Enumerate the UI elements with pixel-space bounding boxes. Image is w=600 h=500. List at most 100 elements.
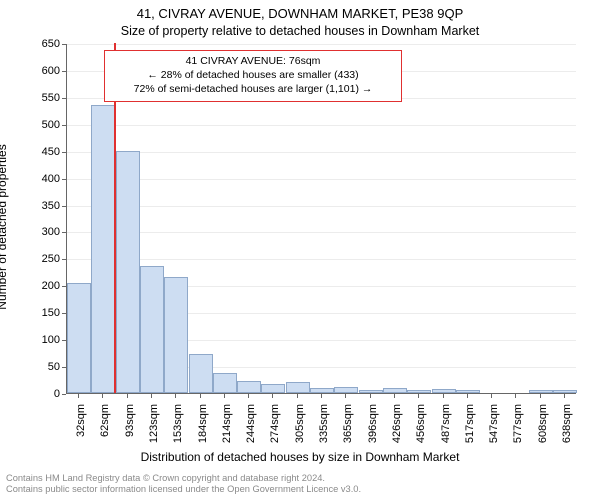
histogram-bar (334, 387, 358, 393)
y-tick-label: 600 (20, 65, 60, 77)
x-tick-mark (78, 394, 79, 398)
x-tick-mark (321, 394, 322, 398)
x-tick-label: 62sqm (99, 404, 111, 464)
y-tick-mark (62, 206, 66, 207)
x-tick-mark (540, 394, 541, 398)
y-tick-label: 300 (20, 226, 60, 238)
gridline (67, 232, 576, 233)
gridline (67, 44, 576, 45)
x-tick-label: 365sqm (342, 404, 354, 464)
histogram-bar (261, 384, 285, 393)
histogram-bar (432, 389, 456, 393)
x-tick-mark (467, 394, 468, 398)
x-tick-mark (515, 394, 516, 398)
gridline (67, 206, 576, 207)
annotation-line: 41 CIVRAY AVENUE: 76sqm (111, 54, 395, 68)
y-tick-label: 550 (20, 92, 60, 104)
x-tick-label: 305sqm (294, 404, 306, 464)
x-tick-mark (200, 394, 201, 398)
y-tick-label: 650 (20, 38, 60, 50)
x-tick-label: 426sqm (391, 404, 403, 464)
y-tick-mark (62, 232, 66, 233)
y-tick-label: 200 (20, 280, 60, 292)
y-tick-label: 250 (20, 253, 60, 265)
x-tick-mark (248, 394, 249, 398)
histogram-bar (189, 354, 213, 393)
y-tick-mark (62, 44, 66, 45)
histogram-bar (383, 388, 407, 393)
x-tick-label: 577sqm (512, 404, 524, 464)
y-tick-mark (62, 98, 66, 99)
chart-subtitle: Size of property relative to detached ho… (0, 24, 600, 38)
histogram-bar (140, 266, 164, 393)
x-tick-mark (102, 394, 103, 398)
x-tick-label: 184sqm (197, 404, 209, 464)
y-tick-label: 400 (20, 173, 60, 185)
y-tick-label: 50 (20, 361, 60, 373)
x-tick-label: 517sqm (464, 404, 476, 464)
annotation-line: 72% of semi-detached houses are larger (… (111, 82, 395, 96)
x-tick-mark (418, 394, 419, 398)
footer-line-1: Contains HM Land Registry data © Crown c… (6, 473, 361, 485)
x-tick-label: 32sqm (75, 404, 87, 464)
x-tick-label: 487sqm (440, 404, 452, 464)
x-tick-label: 547sqm (488, 404, 500, 464)
histogram-bar (407, 390, 431, 393)
histogram-bar (116, 151, 140, 393)
annotation-line: ← 28% of detached houses are smaller (43… (111, 68, 395, 82)
y-tick-label: 100 (20, 334, 60, 346)
x-tick-label: 456sqm (415, 404, 427, 464)
gridline (67, 179, 576, 180)
x-tick-mark (564, 394, 565, 398)
chart-container: 41, CIVRAY AVENUE, DOWNHAM MARKET, PE38 … (0, 0, 600, 500)
histogram-bar (213, 373, 237, 393)
x-tick-mark (394, 394, 395, 398)
footer-line-2: Contains public sector information licen… (6, 484, 361, 496)
x-tick-label: 123sqm (148, 404, 160, 464)
x-tick-mark (297, 394, 298, 398)
y-tick-mark (62, 313, 66, 314)
histogram-bar (310, 388, 334, 393)
chart-title: 41, CIVRAY AVENUE, DOWNHAM MARKET, PE38 … (0, 6, 600, 21)
y-tick-mark (62, 125, 66, 126)
y-tick-mark (62, 394, 66, 395)
x-tick-label: 335sqm (318, 404, 330, 464)
x-tick-label: 244sqm (245, 404, 257, 464)
y-tick-mark (62, 286, 66, 287)
x-tick-mark (175, 394, 176, 398)
x-tick-mark (370, 394, 371, 398)
histogram-bar (237, 381, 261, 393)
histogram-bar (286, 382, 310, 393)
x-tick-mark (491, 394, 492, 398)
x-tick-mark (127, 394, 128, 398)
gridline (67, 125, 576, 126)
x-tick-label: 396sqm (367, 404, 379, 464)
x-tick-mark (151, 394, 152, 398)
x-tick-label: 638sqm (561, 404, 573, 464)
histogram-bar (91, 105, 115, 393)
gridline (67, 259, 576, 260)
y-tick-mark (62, 71, 66, 72)
y-tick-mark (62, 367, 66, 368)
histogram-bar (164, 277, 188, 393)
x-tick-label: 93sqm (124, 404, 136, 464)
histogram-bar (359, 390, 383, 393)
y-tick-label: 150 (20, 307, 60, 319)
x-tick-label: 608sqm (537, 404, 549, 464)
gridline (67, 152, 576, 153)
x-tick-mark (443, 394, 444, 398)
y-tick-label: 350 (20, 200, 60, 212)
annotation-callout: 41 CIVRAY AVENUE: 76sqm← 28% of detached… (104, 50, 402, 102)
y-axis-label: Number of detached properties (0, 144, 9, 309)
histogram-bar (67, 283, 91, 393)
histogram-bar (529, 390, 553, 393)
y-tick-label: 0 (20, 388, 60, 400)
y-tick-label: 500 (20, 119, 60, 131)
y-tick-label: 450 (20, 146, 60, 158)
y-tick-mark (62, 179, 66, 180)
x-tick-label: 214sqm (221, 404, 233, 464)
y-tick-mark (62, 340, 66, 341)
y-tick-mark (62, 259, 66, 260)
x-tick-mark (345, 394, 346, 398)
x-tick-mark (224, 394, 225, 398)
